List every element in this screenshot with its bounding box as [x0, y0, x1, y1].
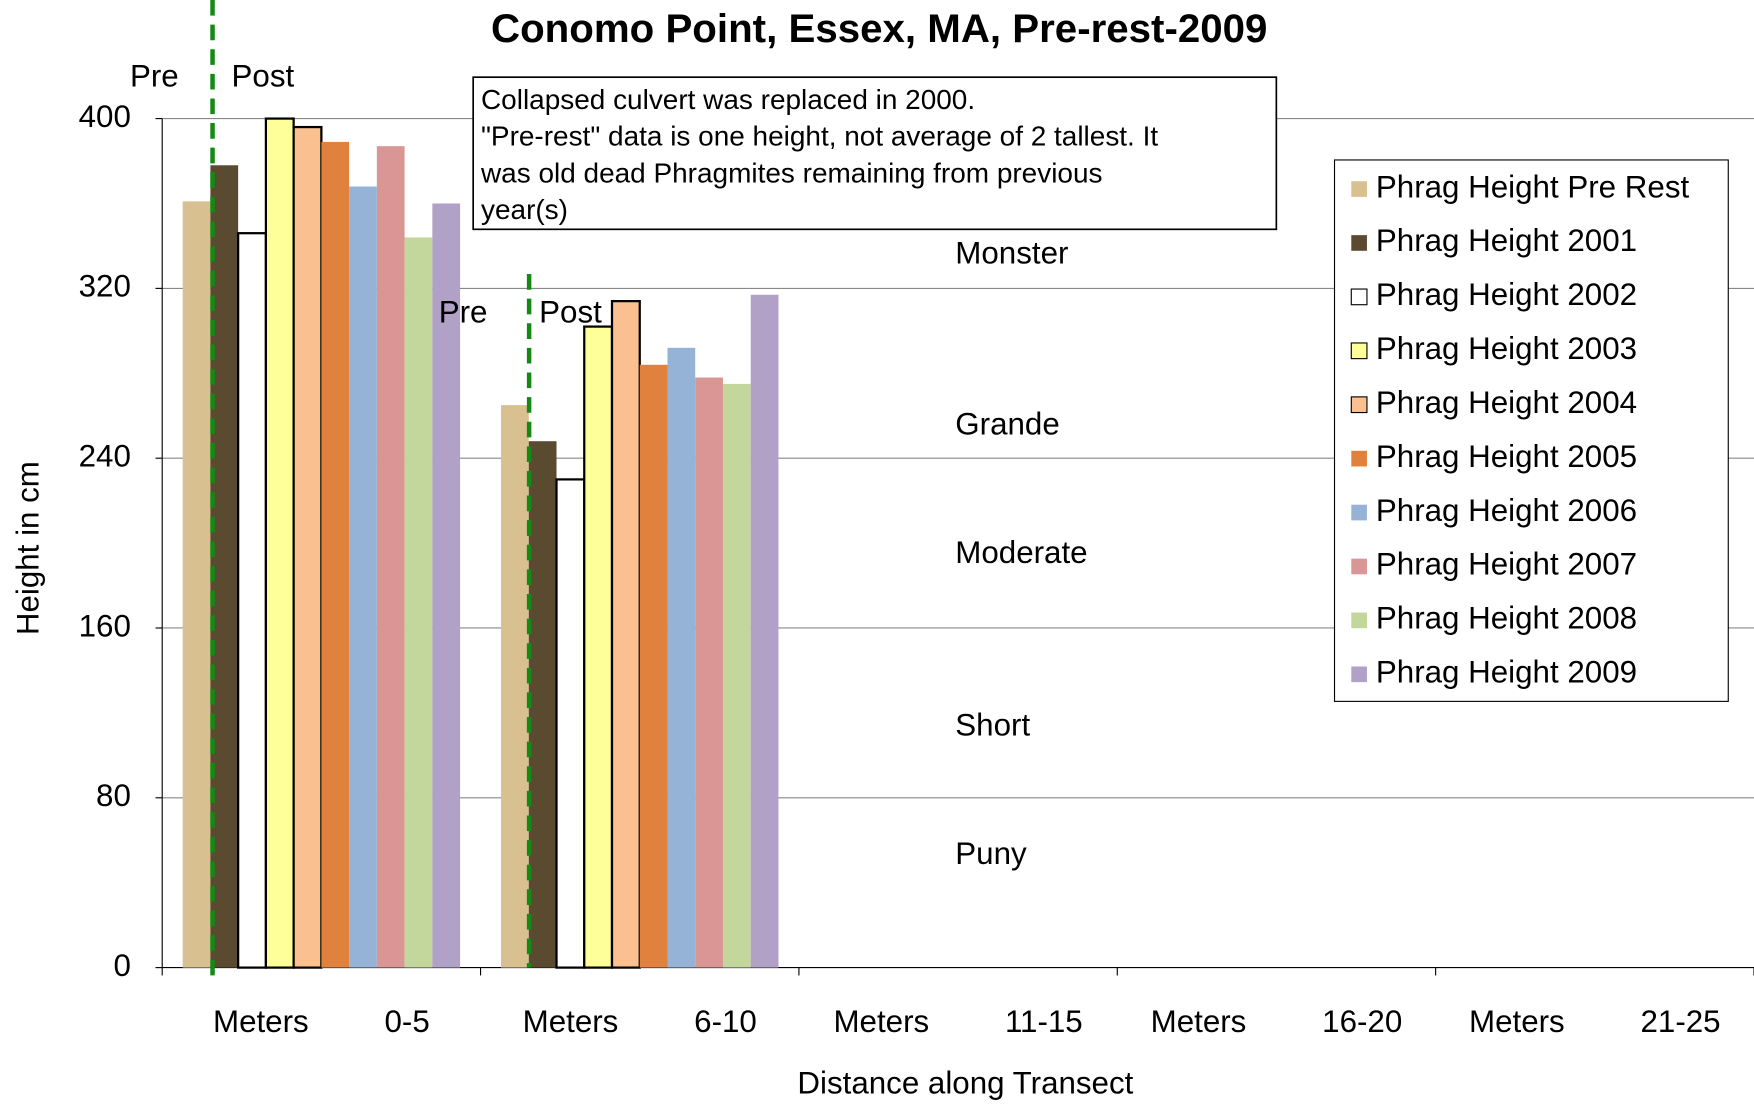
y-tick-label: 240 — [79, 438, 131, 473]
x-tick-label: Meters 11-15 — [833, 1004, 1082, 1039]
bar — [555, 478, 586, 969]
annotation: Puny — [955, 836, 1027, 871]
annotation: Short — [955, 707, 1030, 742]
annotation: Monster — [955, 235, 1068, 270]
legend-marker — [1351, 235, 1367, 251]
bar — [610, 299, 641, 969]
note-line: "Pre-rest" data is one height, not avera… — [481, 121, 1158, 152]
bar — [528, 441, 557, 968]
bar — [583, 325, 614, 969]
bar — [321, 141, 350, 968]
legend-label: Phrag Height 2001 — [1376, 223, 1637, 258]
annotation: Post — [539, 295, 602, 330]
x-tick-label: Meters 21-25 — [1469, 1004, 1721, 1039]
legend-marker — [1351, 181, 1367, 197]
bar — [639, 364, 668, 968]
annotation: Post — [232, 59, 295, 94]
legend-marker — [1350, 342, 1368, 360]
annotation: Pre — [439, 295, 488, 330]
bar — [501, 405, 529, 968]
bar — [264, 117, 295, 969]
y-tick-label: 80 — [96, 778, 131, 813]
bar — [722, 383, 751, 968]
note-line: Collapsed culvert was replaced in 2000. — [481, 84, 975, 115]
bar — [667, 347, 696, 968]
annotation: Moderate — [955, 535, 1087, 570]
annotation: Grande — [955, 406, 1059, 441]
x-tick-label: Meters 6-10 — [523, 1004, 757, 1039]
bar — [404, 237, 433, 968]
x-tick-label: Meters 0-5 — [213, 1004, 430, 1039]
y-tick-label: 320 — [79, 269, 131, 304]
x-tick-label: Meters 16-20 — [1151, 1004, 1403, 1039]
bar — [432, 203, 461, 968]
note-line: year(s) — [481, 194, 568, 225]
legend-label: Phrag Height 2008 — [1376, 601, 1637, 636]
note-line: was old dead Phragmites remaining from p… — [480, 157, 1102, 188]
legend-marker — [1351, 504, 1367, 521]
legend-marker — [1351, 666, 1367, 683]
note-box — [472, 76, 1278, 231]
legend-label: Phrag Height 2006 — [1376, 493, 1637, 528]
legend-marker — [1350, 288, 1368, 306]
bar — [376, 146, 405, 968]
legend-label: Phrag Height 2002 — [1376, 277, 1637, 312]
legend-label: Phrag Height 2009 — [1376, 655, 1637, 690]
plot-root: Conomo Point, Essex, MA, Pre-rest-2009 D… — [10, 0, 1754, 1100]
chart-title: Conomo Point, Essex, MA, Pre-rest-2009 — [491, 6, 1267, 51]
legend-marker — [1351, 558, 1367, 575]
legend-marker — [1351, 450, 1367, 467]
y-tick-label: 0 — [113, 948, 130, 983]
bar — [210, 165, 239, 968]
bar — [237, 232, 268, 969]
bar — [750, 294, 779, 968]
bar — [292, 125, 323, 969]
legend-marker — [1351, 612, 1367, 629]
legend-marker — [1350, 396, 1368, 414]
bar — [695, 377, 723, 968]
legend-label: Phrag Height Pre Rest — [1376, 169, 1690, 204]
y-tick-label: 400 — [79, 99, 131, 134]
legend-label: Phrag Height 2003 — [1376, 331, 1637, 366]
legend-label: Phrag Height 2005 — [1376, 439, 1637, 474]
legend-box — [1333, 159, 1729, 702]
legend-label: Phrag Height 2007 — [1376, 547, 1637, 582]
x-axis-label: Distance along Transect — [797, 1065, 1133, 1100]
bar — [182, 201, 211, 968]
y-axis-label: Height in cm — [10, 461, 45, 635]
legend-label: Phrag Height 2004 — [1376, 385, 1637, 420]
bar — [349, 186, 377, 968]
y-tick-label: 160 — [79, 608, 131, 643]
annotation: Pre — [130, 59, 179, 94]
